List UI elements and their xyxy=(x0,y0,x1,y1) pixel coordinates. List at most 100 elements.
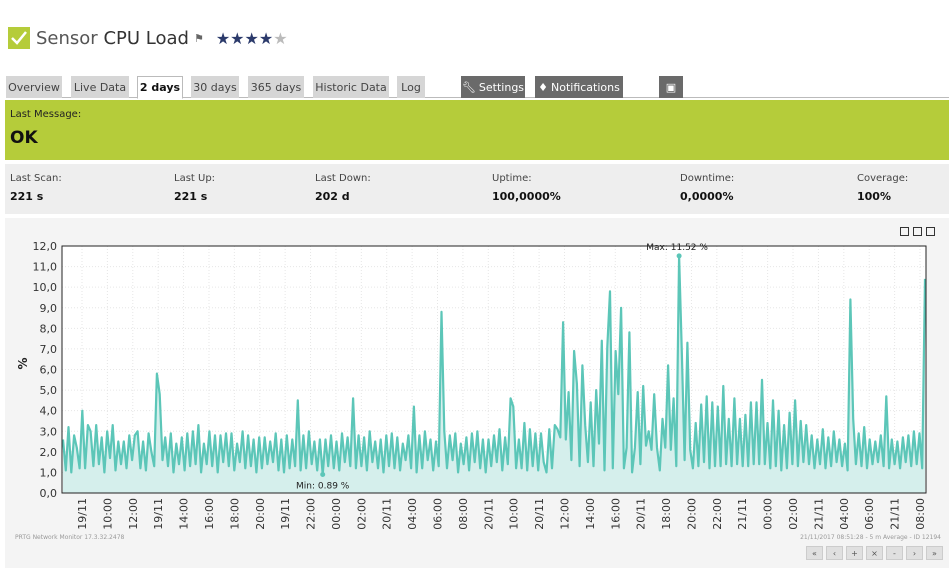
settings-label: Settings xyxy=(478,80,525,94)
comments-button[interactable]: ▣ xyxy=(659,76,683,98)
plot-border xyxy=(61,245,927,494)
y-tick-label: 8,0 xyxy=(40,322,58,335)
x-tick-label: 20/11 xyxy=(533,498,546,530)
settings-button[interactable]: 🔧︎ Settings xyxy=(461,76,525,98)
footer-meta: 21/11/2017 08:51:28 - 5 m Average - ID 1… xyxy=(800,534,941,541)
x-tick-label: 04:00 xyxy=(406,498,419,530)
pager-reset-button[interactable]: × xyxy=(866,546,883,560)
tab-365-days[interactable]: 365 days xyxy=(248,76,304,98)
series-line xyxy=(61,254,927,476)
star-filled-icon[interactable]: ★ xyxy=(258,28,274,48)
pager-zoom-out-button[interactable]: - xyxy=(886,546,903,560)
wrench-icon: 🔧︎ xyxy=(461,80,476,94)
y-tick-label: 11,0 xyxy=(33,261,58,274)
x-tick-label: 19/11 xyxy=(76,498,89,530)
info-key: Last Down: xyxy=(315,173,371,184)
y-tick-label: 2,0 xyxy=(40,446,58,459)
tab-overview[interactable]: Overview xyxy=(6,76,62,98)
tab-bar: Overview Live Data 2 days 30 days 365 da… xyxy=(6,76,949,99)
y-axis-label: % xyxy=(16,357,30,369)
footer-version: PRTG Network Monitor 17.3.32.2478 xyxy=(15,534,125,541)
x-tick-label: 16:00 xyxy=(609,498,622,530)
star-filled-icon[interactable]: ★ xyxy=(244,28,259,48)
chart-toolbar xyxy=(900,227,935,236)
info-last-scan: Last Scan: 221 s xyxy=(10,173,62,203)
info-value: 221 s xyxy=(174,190,208,203)
y-tick-label: 1,0 xyxy=(40,466,58,479)
priority-stars[interactable]: ★★★★★ xyxy=(216,29,288,48)
x-tick-label: 04:00 xyxy=(838,498,851,530)
info-key: Uptime: xyxy=(492,173,532,184)
x-tick-label: 16:00 xyxy=(203,498,216,530)
comment-icon: ▣ xyxy=(665,80,677,94)
x-tick-label: 08:00 xyxy=(914,498,927,530)
x-tick-label: 20:00 xyxy=(685,498,698,530)
x-tick-label: 20/11 xyxy=(381,498,394,530)
x-tick-label: 20:00 xyxy=(254,498,267,530)
notifications-label: Notifications xyxy=(551,80,620,94)
title-prefix: Sensor xyxy=(36,27,98,49)
tab-log[interactable]: Log xyxy=(397,76,425,98)
x-tick-label: 22:00 xyxy=(711,498,724,530)
info-value: 100% xyxy=(857,190,891,203)
star-filled-icon[interactable]: ★ xyxy=(215,28,231,48)
last-message-label: Last Message: xyxy=(10,109,82,120)
x-tick-label: 12:00 xyxy=(558,498,571,530)
x-tick-label: 14:00 xyxy=(584,498,597,530)
y-tick-label: 5,0 xyxy=(40,384,58,397)
x-tick-label: 08:00 xyxy=(457,498,470,530)
tab-30-days[interactable]: 30 days xyxy=(191,76,239,98)
x-tick-label: 14:00 xyxy=(178,498,191,530)
tab-2-days[interactable]: 2 days xyxy=(137,76,183,99)
pager-zoom-in-button[interactable]: + xyxy=(846,546,863,560)
x-tick-label: 10:00 xyxy=(101,498,114,530)
y-tick-label: 10,0 xyxy=(33,281,58,294)
y-tick-label: 4,0 xyxy=(40,405,58,418)
min-annotation: Min: 0.89 % xyxy=(296,481,350,491)
chart-panel: 0,0 1,0 2,0 3,0 4,0 5,0 6,0 7,0 8,0 9,0 10,0 11,0 12… xyxy=(5,218,949,568)
info-value: 0,0000% xyxy=(680,190,734,203)
x-tick-label: 20/11 xyxy=(635,498,648,530)
page-title: Sensor CPU Load xyxy=(36,28,189,49)
tab-live-data[interactable]: Live Data xyxy=(71,76,129,98)
flag-icon[interactable]: ⚑ xyxy=(193,31,204,45)
x-tick-label: 02:00 xyxy=(355,498,368,530)
y-tick-label: 7,0 xyxy=(40,343,58,356)
status-check-icon xyxy=(8,27,30,49)
star-filled-icon[interactable]: ★ xyxy=(230,28,245,48)
min-point xyxy=(320,471,326,477)
info-uptime: Uptime: 100,0000% xyxy=(492,173,561,203)
x-tick-label: 19/11 xyxy=(279,498,292,530)
x-tick-label: 19/11 xyxy=(152,498,165,530)
page-header: Sensor CPU Load ⚑ ★★★★★ xyxy=(8,26,288,50)
max-annotation: Max: 11.52 % xyxy=(646,243,708,253)
pager-first-button[interactable]: « xyxy=(806,546,823,560)
x-tick-label: 10:00 xyxy=(508,498,521,530)
save-data-icon[interactable] xyxy=(926,227,935,236)
x-tick-label: 18:00 xyxy=(228,498,241,530)
star-empty-icon[interactable]: ★ xyxy=(273,28,288,48)
cpu-load-chart: 0,0 1,0 2,0 3,0 4,0 5,0 6,0 7,0 8,0 9,0 10,0 11,0 12… xyxy=(16,240,927,530)
info-downtime: Downtime: 0,0000% xyxy=(680,173,734,203)
info-value: 100,0000% xyxy=(492,190,561,203)
bell-icon: ♦ xyxy=(538,80,548,94)
save-image-icon[interactable] xyxy=(913,227,922,236)
popout-icon[interactable] xyxy=(900,227,909,236)
notifications-button[interactable]: ♦ Notifications xyxy=(535,76,623,98)
info-last-up: Last Up: 221 s xyxy=(174,173,215,203)
info-last-down: Last Down: 202 d xyxy=(315,173,371,203)
pager-next-button[interactable]: › xyxy=(906,546,923,560)
pager-last-button[interactable]: » xyxy=(926,546,943,560)
x-tick-label: 20/11 xyxy=(482,498,495,530)
y-tick-label: 12,0 xyxy=(33,240,58,253)
x-tick-label: 00:00 xyxy=(330,498,343,530)
info-coverage: Coverage: 100% xyxy=(857,173,908,203)
info-key: Last Up: xyxy=(174,173,216,184)
y-tick-label: 9,0 xyxy=(40,302,58,315)
x-tick-label: 02:00 xyxy=(787,498,800,530)
pager-prev-button[interactable]: ‹ xyxy=(826,546,843,560)
x-tick-label: 21/11 xyxy=(889,498,902,530)
tab-historic-data[interactable]: Historic Data xyxy=(313,76,389,98)
x-tick-label: 18:00 xyxy=(660,498,673,530)
info-key: Downtime: xyxy=(680,173,735,184)
